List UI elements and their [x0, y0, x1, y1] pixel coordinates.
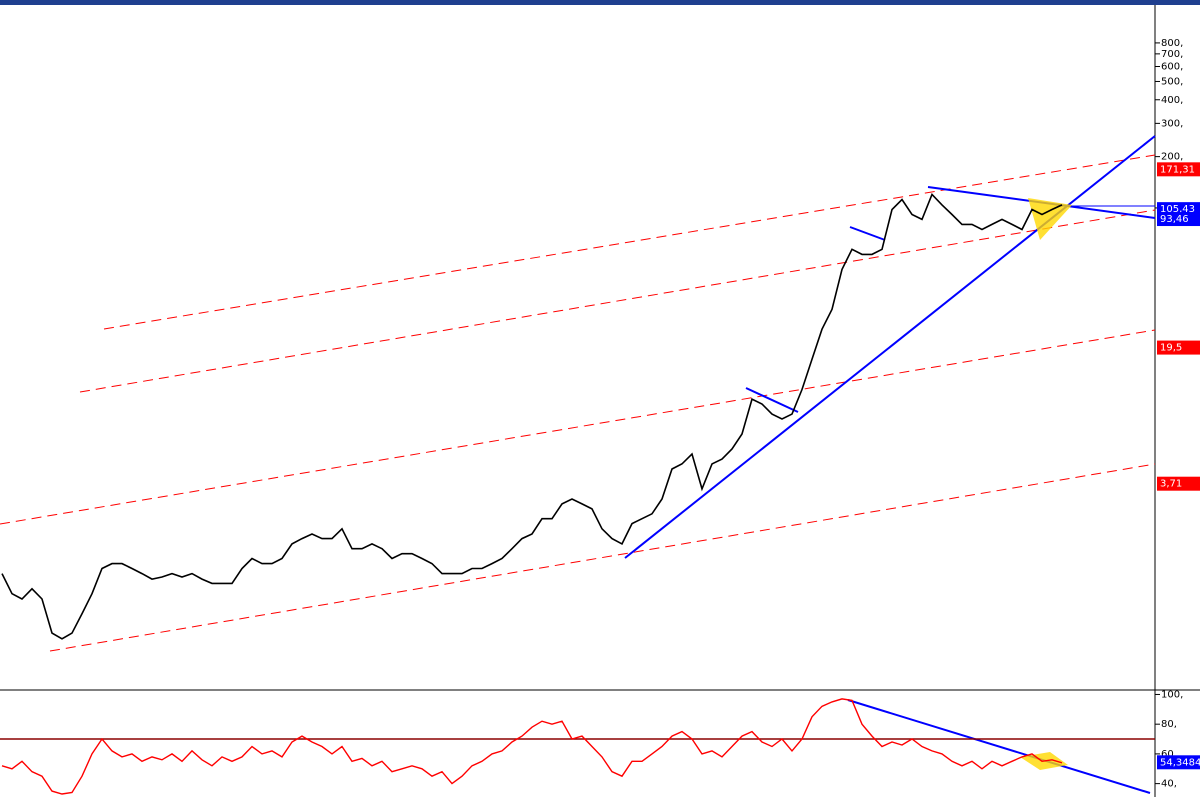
y-tick-label: 700,: [1161, 49, 1183, 60]
series-line: [1, 193, 1063, 640]
y-tick-label: 200,: [1161, 152, 1183, 163]
price-tag-label: 171,31: [1160, 164, 1195, 175]
y-tick-label: 60,: [1161, 749, 1177, 760]
price-tag-label: 54,3484: [1160, 757, 1200, 768]
price-tag: [1157, 162, 1200, 177]
channel-lines: [0, 154, 1156, 652]
price-tag-label: 3,71: [1160, 479, 1182, 490]
price-panel: 800,700,600,500,400,300,200,107,171,3110…: [1, 38, 1200, 640]
y-tick-label: 400,: [1161, 95, 1183, 106]
y-tick-label: 600,: [1161, 62, 1183, 73]
y-tick-label: 100,: [1161, 689, 1183, 700]
axis-panel: [1155, 5, 1200, 797]
price-tag-label: 105,43: [1160, 204, 1195, 215]
price-tag-label: 93,46: [1160, 214, 1189, 225]
series-line: [1, 698, 1063, 795]
y-tick-label: 80,: [1161, 719, 1177, 730]
y-tick-label: 500,: [1161, 76, 1183, 87]
y-tick-label: 300,: [1161, 118, 1183, 129]
trend-lines: [624, 135, 1156, 794]
price-tag: [1157, 755, 1200, 770]
price-tag: [1157, 340, 1200, 355]
y-tick-label: 40,: [1161, 779, 1177, 790]
price-tag-label: 19,5: [1160, 343, 1182, 354]
price-tag: [1157, 212, 1200, 227]
y-tick-label: 800,: [1161, 38, 1183, 49]
highlight: [1028, 198, 1072, 240]
price-tag: [1157, 476, 1200, 491]
title-bar: [0, 0, 1200, 5]
rsi-panel: 100, 80, 60, 40, 54,3484: [0, 689, 1200, 795]
